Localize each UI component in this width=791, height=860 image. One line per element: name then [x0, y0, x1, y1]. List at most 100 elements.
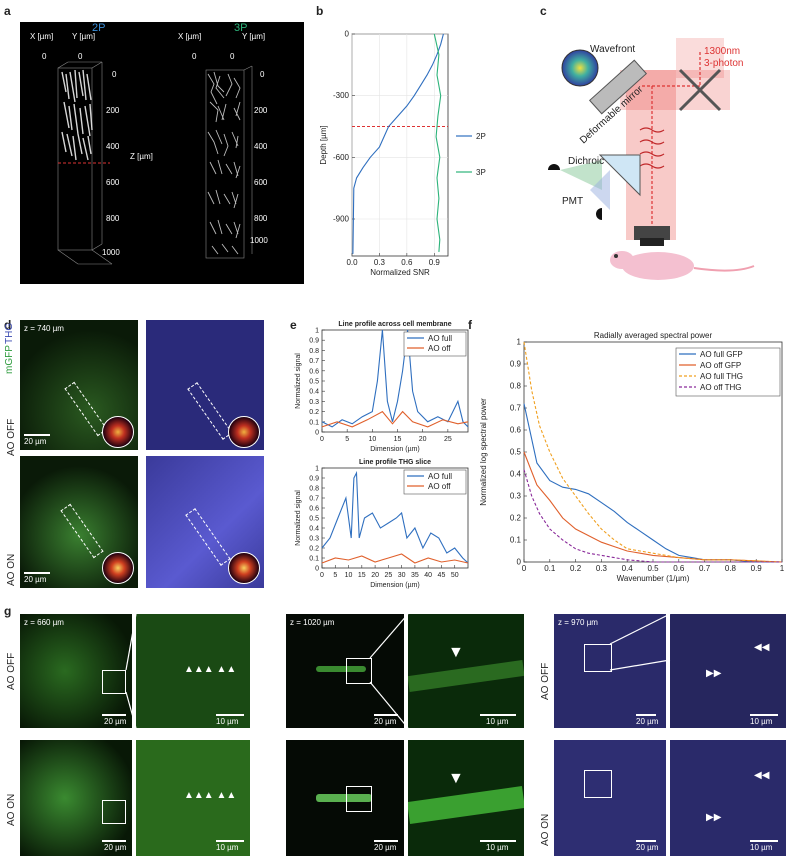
y-tick-label: 1 [315, 466, 319, 473]
psf-inset [102, 416, 134, 448]
x-axis-label: Dimension (µm) [370, 446, 420, 453]
z-label-g2: z = 1020 µm [290, 618, 335, 627]
z-tick-2p-800: 800 [106, 214, 120, 223]
series-line-ao-full-thg [523, 341, 783, 563]
dichroic-label: Dichroic [568, 156, 605, 167]
z-tick-2p-0: 0 [112, 70, 117, 79]
d-thg-ao-on [146, 456, 264, 588]
legend-box [403, 331, 467, 357]
panel-letter-a: a [4, 4, 11, 18]
scalebar-label: 20 µm [374, 843, 397, 852]
y-zero-2p: 0 [78, 52, 83, 61]
dichroic [598, 154, 641, 197]
y-tick-label: 0.3 [309, 536, 319, 543]
g-gfp-660-off: z = 660 µm 20 µm [20, 614, 132, 728]
scalebar-label: 10 µm [216, 717, 239, 726]
panel-letter-e: e [290, 318, 297, 332]
chart-title: Line profile across cell membrane [338, 321, 451, 328]
y-tick-label: 0.3 [510, 492, 522, 501]
x-tick-label: 25 [384, 572, 392, 579]
z-tick-3p-800: 800 [254, 214, 268, 223]
x-tick-label: 45 [438, 572, 446, 579]
x-axis-label-2p: X [µm] [30, 32, 54, 41]
neuron-texture-3p [207, 71, 241, 255]
scalebar-label: 20 µm [24, 437, 47, 446]
x-tick-label: 0 [320, 436, 324, 443]
mouse [622, 252, 694, 280]
legend-label: AO full THG [700, 372, 743, 381]
y-tick-label: 0.2 [309, 409, 319, 416]
g-gfp-660-on-zoom: ▲▲▲ ▲▲ 10 µm [136, 740, 250, 856]
scalebar-label: 20 µm [104, 717, 127, 726]
g-thg-970-on-zoom: ◀◀ ▶▶ 10 µm [670, 740, 786, 856]
y-tick-label: 0.4 [309, 526, 319, 533]
x-tick-label: 50 [451, 572, 459, 579]
panel-c-setup: Wavefront 1300nm 3-photon Deformable mir… [540, 20, 790, 290]
y-zero-3p: 0 [230, 52, 235, 61]
series-line-3p [433, 33, 442, 252]
z-tick-3p-600: 600 [254, 178, 268, 187]
chart-title: Line profile THG slice [359, 459, 431, 466]
z-label-g1: z = 660 µm [24, 618, 64, 627]
x-tick-label: 5 [345, 436, 349, 443]
z-tick-3p-0: 0 [260, 70, 265, 79]
y-tick-label: 0.6 [309, 368, 319, 375]
label-3p: 3P [234, 22, 248, 34]
series-line-ao-off-gfp [523, 451, 783, 563]
wavefront-label: Wavefront [590, 44, 636, 55]
y-tick-label: 0.1 [510, 536, 522, 545]
y-tick-label: 0 [345, 30, 350, 39]
x-tick-label: 35 [411, 572, 419, 579]
x-tick-label: 10 [345, 572, 353, 579]
label-thg: THG [4, 322, 15, 344]
label-ao-on-d: AO ON [6, 553, 17, 586]
neuron-texture-2p [61, 69, 93, 161]
legend-label: 2P [476, 132, 486, 141]
legend-label: AO off GFP [700, 361, 741, 370]
legend-label: AO off THG [700, 383, 742, 392]
x-tick-label: 0.6 [673, 564, 685, 573]
z-label-g3: z = 970 µm [558, 618, 598, 627]
z-tick-3p-200: 200 [254, 106, 268, 115]
legend-label: AO off [428, 344, 451, 353]
y-tick-label: 0.2 [510, 514, 522, 523]
y-tick-label: 0.6 [510, 426, 522, 435]
y-axis-label: Normalized log spectral power [479, 398, 488, 506]
x-tick-label: 0 [522, 564, 527, 573]
x-tick-label: 25 [444, 436, 452, 443]
scalebar-label: 10 µm [486, 843, 509, 852]
y-tick-label: 0.7 [309, 358, 319, 365]
legend-box [403, 469, 467, 495]
scalebar-label: 20 µm [636, 843, 659, 852]
y-tick-label: 0 [517, 558, 522, 567]
x-tick-label: 30 [398, 572, 406, 579]
x-tick-label: 10 [368, 436, 376, 443]
x-tick-label: 0.9 [751, 564, 763, 573]
series-line-ao-off-thg [523, 469, 782, 563]
y-tick-label: 0 [315, 566, 319, 573]
x-tick-label: 0.1 [544, 564, 556, 573]
series-line-ao-off [321, 553, 469, 564]
x-tick-label: 40 [424, 572, 432, 579]
panel-letter-d: d [4, 318, 12, 332]
x-tick-label: 0.3 [596, 564, 608, 573]
y-tick-label: 0.2 [309, 546, 319, 553]
y-axis-label-3p: Y [µm] [242, 32, 266, 41]
pmt-label: PMT [562, 196, 584, 207]
g-thg-970-off-zoom: ◀◀ ▶▶ 10 µm [670, 614, 786, 728]
y-axis-label: Normalized signal [295, 353, 302, 409]
label-mgfp: mGFP [4, 345, 15, 374]
y-tick-label: 0.8 [510, 382, 522, 391]
x-axis-label: Wavenumber (1/µm) [617, 574, 690, 583]
panel-letter-f: f [468, 318, 472, 332]
legend-label: AO full GFP [700, 350, 743, 359]
legend-label: AO full [428, 472, 452, 481]
zoom-connectors [125, 613, 671, 729]
y-tick-label: 0 [315, 430, 319, 437]
z-tick-2p-400: 400 [106, 142, 120, 151]
y-tick-label: 0.3 [309, 399, 319, 406]
d-gfp-ao-on: 20 µm [20, 456, 138, 588]
chart-e-thg: 0 5 10 15 20 25 30 35 40 45 50 0 0.1 0.2 0.3 0.4 0.5 0.6 0… [295, 459, 469, 589]
x-tick-label: 0.3 [374, 258, 386, 267]
x-tick-label: 15 [394, 436, 402, 443]
